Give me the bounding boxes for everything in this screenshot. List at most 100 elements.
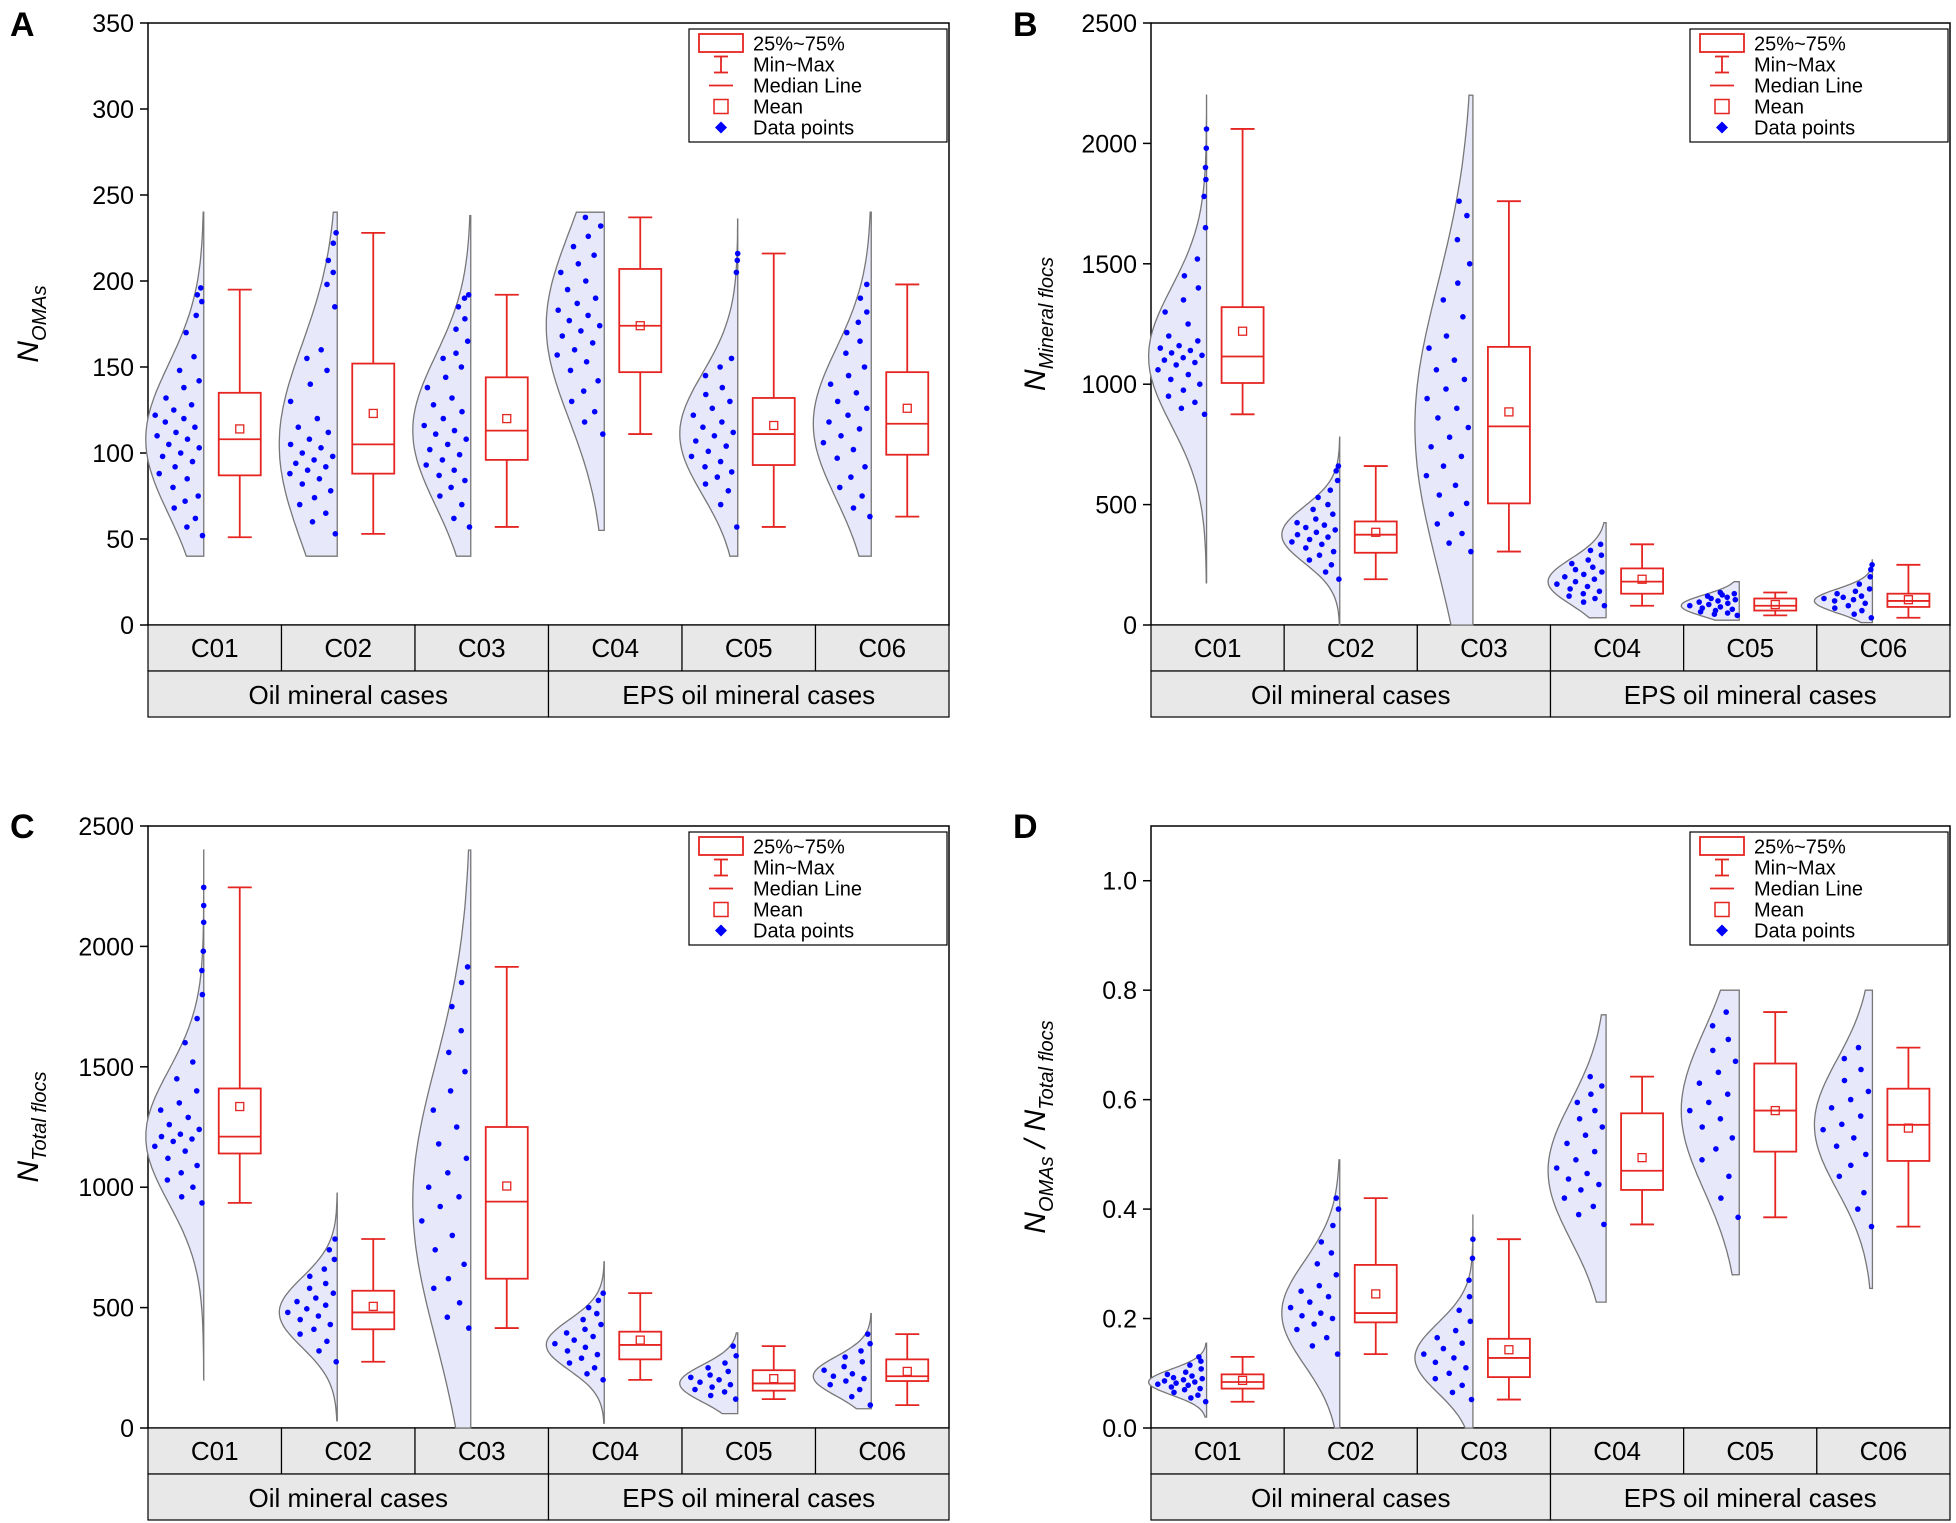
mean-marker [235,424,245,434]
category-label: C02 [324,1436,372,1466]
data-point [845,372,852,379]
data-point [451,467,458,474]
violin [1414,94,1474,626]
data-point [198,285,204,291]
data-point [159,453,166,460]
series-c04 [545,211,663,532]
legend-label: Min~Max [1754,858,1836,880]
panel-letter: B [1013,6,1038,44]
violin [1414,1214,1474,1429]
data-point [719,419,725,425]
iqr-box [217,391,262,477]
data-point [703,391,709,398]
data-point [700,424,706,431]
data-point [1831,598,1838,604]
data-point [1330,511,1336,517]
data-point [1294,531,1301,538]
data-point [423,462,430,468]
data-point [196,1126,202,1133]
violin [145,211,205,557]
mean-marker [1903,595,1914,605]
y-axis-label: NMineral flocs [1019,257,1058,391]
data-point [1294,519,1300,526]
data-point [585,312,591,319]
data-point [188,402,195,408]
legend-mean-icon [1714,901,1730,918]
legend-point-icon [715,924,727,937]
data-point [574,300,580,307]
data-point [1867,574,1873,580]
group-cell [1549,1473,1951,1521]
data-point [585,1304,592,1311]
data-point [1833,1143,1840,1149]
data-point [827,1381,833,1388]
data-point [693,438,699,444]
data-point [200,902,207,909]
data-point [734,250,741,257]
category-cell [1816,1427,1951,1475]
data-point [1330,1222,1336,1229]
data-point [464,964,471,970]
data-point [1325,534,1331,540]
data-point [1574,1099,1581,1106]
y-label-div: / N [1019,1109,1052,1156]
series-c05 [679,1332,796,1415]
data-point [725,1368,731,1375]
data-point [1456,198,1462,204]
y-label-sub: OMAs [29,285,51,341]
mean-marker [1770,599,1780,610]
data-point [1562,574,1568,580]
data-point [858,1348,864,1354]
data-point [445,1170,451,1176]
data-point [552,1340,558,1347]
data-point [192,515,199,522]
data-point [1201,411,1208,418]
data-point [1580,590,1587,597]
data-point [1470,1236,1476,1242]
data-point [1306,536,1313,543]
data-point [1821,595,1827,602]
data-point [1832,605,1838,611]
data-point [826,419,832,425]
data-point [1161,1378,1168,1384]
data-point [1859,607,1865,614]
data-point [446,1049,452,1056]
data-point [1314,1261,1321,1267]
data-point [1468,1396,1475,1403]
data-point [449,1232,456,1239]
data-point [1466,261,1473,267]
data-point [461,1261,467,1268]
data-point [1168,350,1175,356]
data-point [199,532,206,539]
data-point [458,979,465,986]
data-point [1706,601,1712,608]
data-point [1178,405,1185,412]
legend-label: Data points [1754,921,1855,943]
data-point [318,445,324,451]
category-label: C02 [1327,1436,1375,1466]
data-point [864,309,870,315]
data-point [1710,1047,1716,1054]
y-tick-label: 1500 [78,1054,134,1082]
data-point [177,1131,184,1137]
data-point [1724,594,1730,601]
data-point [600,1290,606,1296]
data-point [439,457,446,463]
data-point [287,398,294,405]
legend-label: Min~Max [753,55,835,77]
data-point [1561,1195,1568,1201]
data-point [728,355,735,362]
data-point [1717,604,1724,610]
data-point [196,445,202,451]
data-point [1421,1351,1427,1357]
data-point [451,515,457,522]
data-point [171,407,177,413]
mean-marker [902,403,912,413]
data-point [316,476,323,482]
data-point [727,1381,734,1388]
data-point [1596,588,1603,595]
data-point [463,1155,470,1162]
mean-marker [902,1366,912,1377]
data-point [307,381,314,388]
